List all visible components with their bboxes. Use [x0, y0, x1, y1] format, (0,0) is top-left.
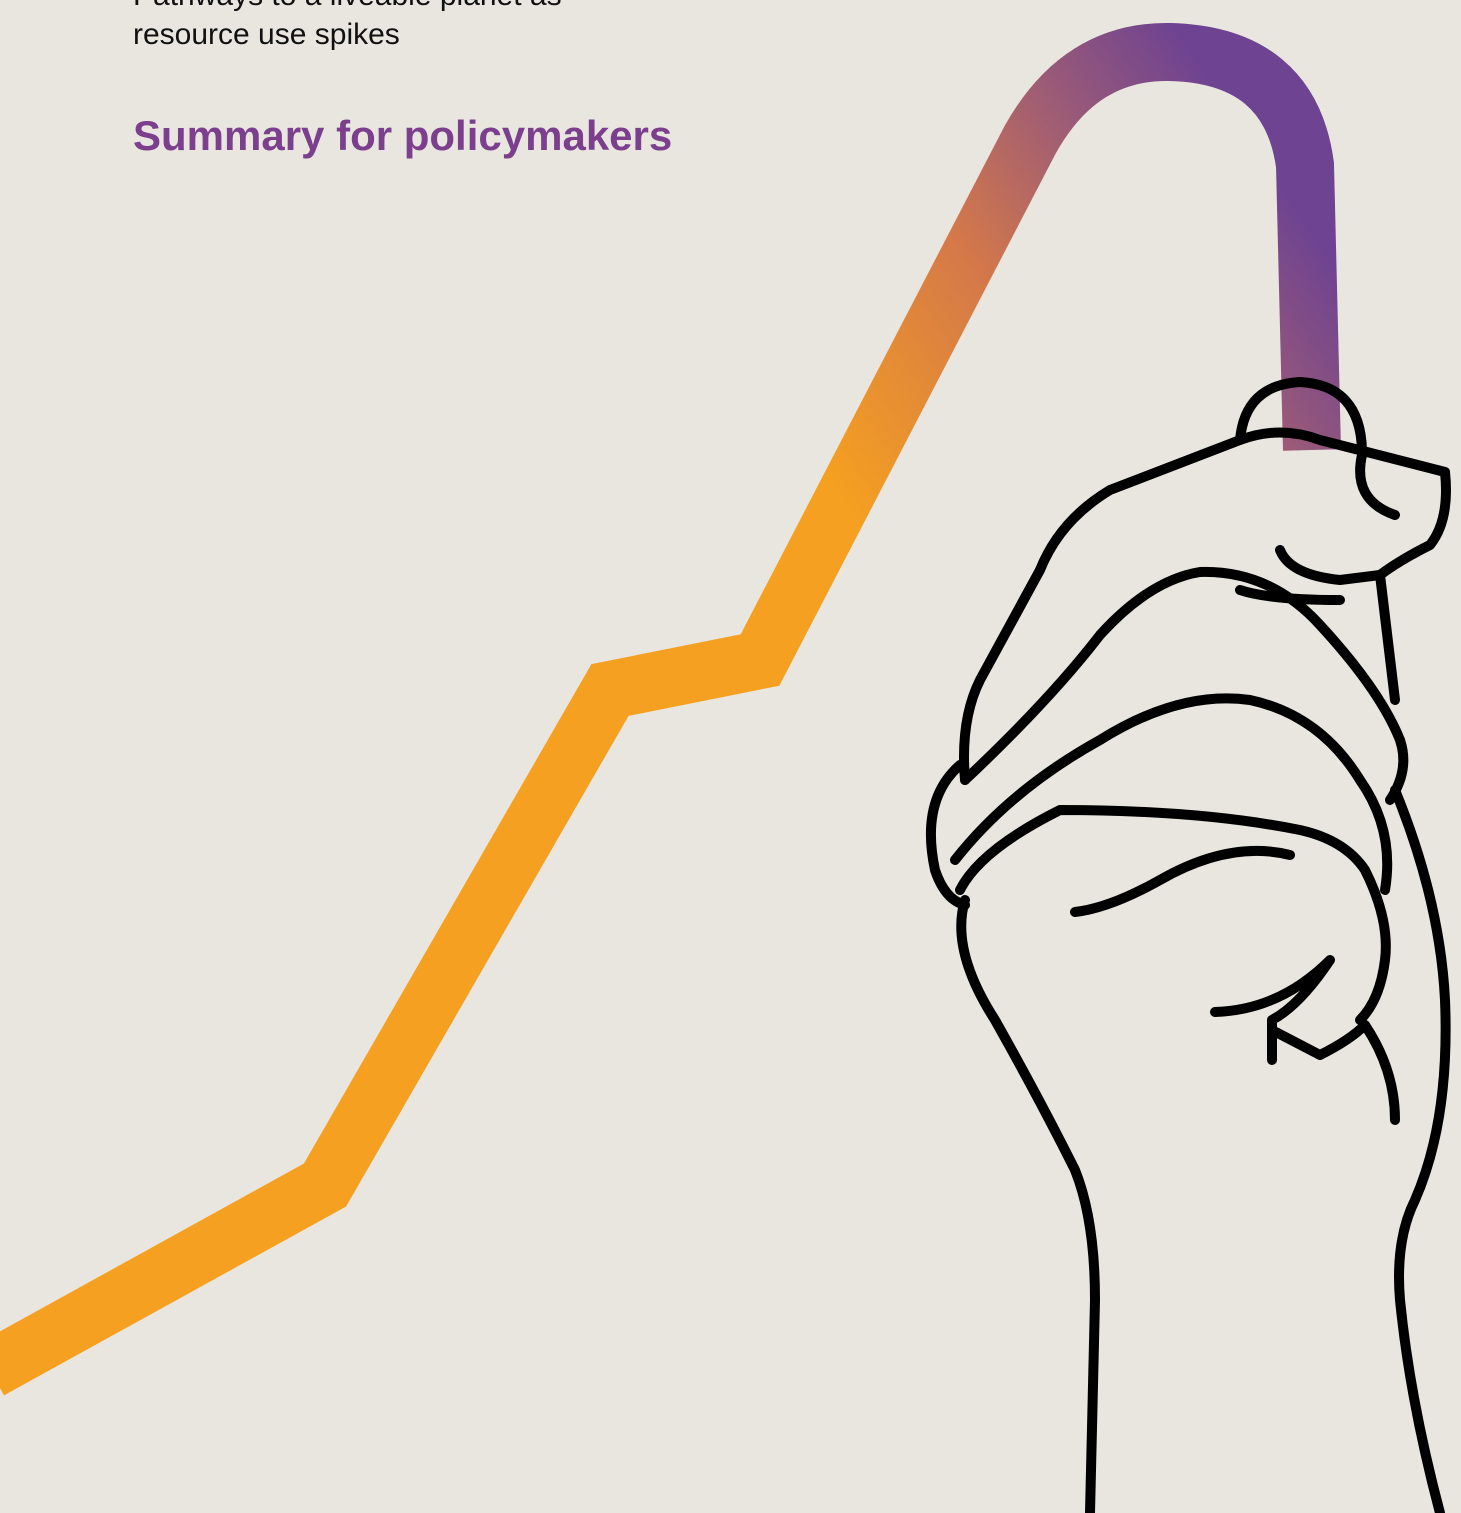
subtitle-line: Pathways to a liveable planet as — [133, 0, 562, 14]
hand-illustration — [925, 377, 1451, 1513]
document-title: Summary for policymakers — [133, 112, 673, 159]
subtitle-line: resource use spikes — [133, 18, 400, 51]
rising-line — [0, 22, 1341, 1396]
